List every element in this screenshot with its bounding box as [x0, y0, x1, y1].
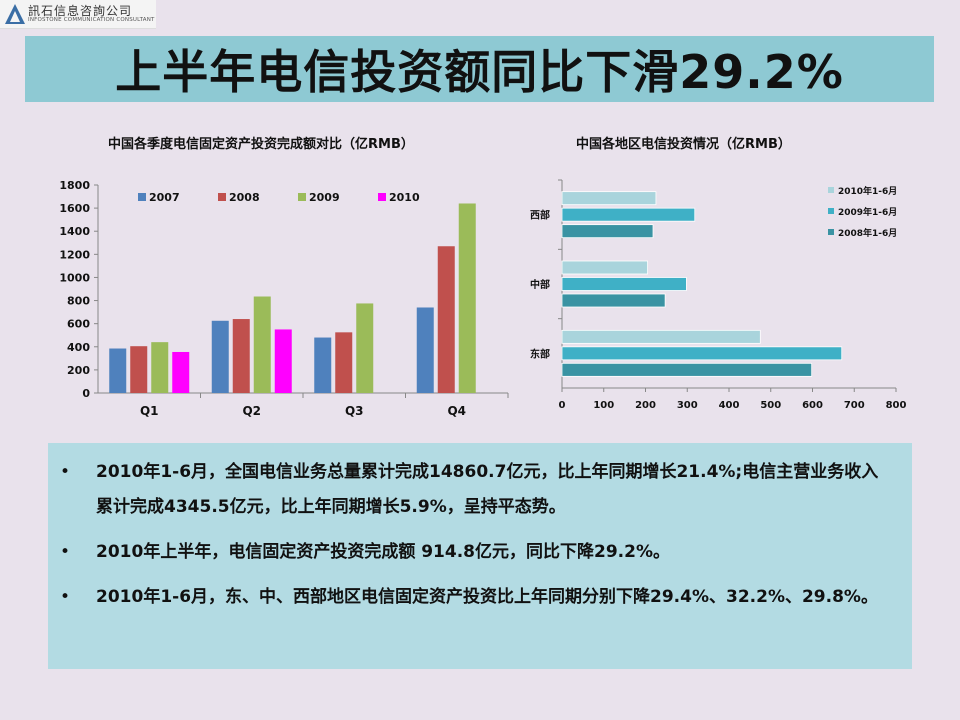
- logo-mark-icon: [5, 4, 25, 24]
- legend-swatch-2008年1-6月: [828, 229, 834, 235]
- bar-2008-Q1: [130, 346, 148, 393]
- bar-2010-Q2: [274, 329, 292, 393]
- x-tick-label: Q1: [140, 404, 159, 418]
- bar-2008年1-6月-西部: [561, 224, 654, 239]
- bar-2010年1-6月-西部: [561, 191, 657, 206]
- bar-2007-Q4: [416, 307, 434, 393]
- x-tick-label: 0: [559, 400, 566, 411]
- bar-2010年1-6月-东部: [561, 329, 761, 344]
- x-tick-label: 500: [760, 400, 781, 411]
- bullet-item: • 2010年上半年，电信固定资产投资完成额 914.8亿元，同比下降29.2%。: [56, 535, 892, 570]
- slide-title-bar: 上半年电信投资额同比下滑29.2%: [25, 36, 934, 102]
- regional-chart-title: 中国各地区电信投资情况（亿RMB）: [576, 137, 791, 152]
- legend-swatch-2010: [378, 193, 386, 201]
- legend-label-2009年1-6月: 2009年1-6月: [838, 206, 897, 218]
- x-tick-label: Q4: [447, 404, 466, 418]
- bar-2009-Q2: [253, 296, 271, 393]
- y-tick-label: 200: [67, 364, 90, 377]
- x-tick-label: 400: [719, 400, 740, 411]
- x-tick-label: 700: [844, 400, 865, 411]
- bar-2007-Q2: [211, 320, 229, 393]
- x-tick-label: Q3: [345, 404, 364, 418]
- bar-2008年1-6月-东部: [561, 362, 813, 377]
- x-tick-label: 100: [593, 400, 614, 411]
- bullet-item: • 2010年1-6月，全国电信业务总量累计完成14860.7亿元，比上年同期增长…: [56, 455, 892, 525]
- quarterly-chart-title: 中国各季度电信固定资产投资完成额对比（亿RMB）: [108, 137, 414, 152]
- y-tick-label: 0: [82, 387, 90, 400]
- bar-2009-Q4: [458, 203, 476, 393]
- bar-2010年1-6月-中部: [561, 260, 648, 275]
- y-tick-label: 400: [67, 341, 90, 354]
- legend-swatch-2009年1-6月: [828, 208, 834, 214]
- y-tick-label: 1200: [59, 248, 90, 261]
- y-tick-label: 600: [67, 318, 90, 331]
- slide-title: 上半年电信投资额同比下滑29.2%: [115, 45, 844, 99]
- quarterly-investment-chart: 0 200 400 600 800 1000 1200 1400 1600 1800 Q1 Q2 Q3 Q…: [59, 179, 509, 418]
- legend-label-2009: 2009: [309, 191, 340, 204]
- legend-label-2010: 2010: [389, 191, 420, 204]
- bar-2007-Q1: [109, 348, 127, 393]
- bullet-item: • 2010年1-6月，东、中、西部地区电信固定资产投资比上年同期分别下降29.4…: [56, 580, 892, 615]
- y-tick-label: 1800: [59, 179, 90, 192]
- y-tick-label: 1600: [59, 202, 90, 215]
- x-tick-label: 800: [886, 400, 907, 411]
- bar-2009年1-6月-西部: [561, 207, 696, 222]
- legend-label-2010年1-6月: 2010年1-6月: [838, 185, 897, 197]
- x-tick-label: 600: [802, 400, 823, 411]
- legend-swatch-2009: [298, 193, 306, 201]
- x-tick-label: Q2: [242, 404, 261, 418]
- legend-swatch-2008: [218, 193, 226, 201]
- bar-2009年1-6月-东部: [561, 346, 843, 361]
- bullet-text: 2010年1-6月，东、中、西部地区电信固定资产投资比上年同期分别下降29.4%…: [96, 587, 878, 607]
- bullet-list: • 2010年1-6月，全国电信业务总量累计完成14860.7亿元，比上年同期增长…: [48, 443, 912, 615]
- bar-2010-Q1: [172, 351, 190, 393]
- y-tick-label: 800: [67, 295, 90, 308]
- bar-2009年1-6月-中部: [561, 277, 687, 291]
- bullet-dot-icon: •: [60, 462, 71, 482]
- bar-2008-Q3: [335, 332, 353, 393]
- y-tick-label: 1000: [59, 271, 90, 284]
- x-tick-label: 200: [635, 400, 656, 411]
- legend-swatch-2007: [138, 193, 146, 201]
- bar-2008-Q4: [437, 246, 455, 393]
- legend-label-2008: 2008: [229, 191, 260, 204]
- bullet-panel: • 2010年1-6月，全国电信业务总量累计完成14860.7亿元，比上年同期增长…: [48, 443, 912, 669]
- bar-2008年1-6月-中部: [561, 293, 666, 308]
- legend-label-2007: 2007: [149, 191, 180, 204]
- bar-2009-Q1: [151, 342, 169, 393]
- bullet-dot-icon: •: [60, 542, 71, 562]
- bar-2007-Q3: [314, 337, 332, 393]
- bullet-dot-icon: •: [60, 587, 71, 607]
- legend-swatch-2010年1-6月: [828, 187, 834, 193]
- bullet-text: 2010年上半年，电信固定资产投资完成额 914.8亿元，同比下降29.2%。: [96, 542, 670, 562]
- y-tick-label: 东部: [530, 347, 550, 360]
- bar-2008-Q2: [232, 319, 250, 393]
- bar-2009-Q3: [356, 303, 374, 393]
- y-tick-label: 西部: [530, 209, 550, 222]
- logo-name-en: INFOSTONE COMMUNICATION CONSULTANT: [28, 17, 155, 23]
- bullet-text: 2010年1-6月，全国电信业务总量累计完成14860.7亿元，比上年同期增长2…: [96, 462, 879, 517]
- y-tick-label: 中部: [530, 278, 550, 291]
- logo-name-cn: 訊石信息咨詢公司: [28, 4, 133, 18]
- y-tick-label: 1400: [59, 225, 90, 238]
- company-logo: 訊石信息咨詢公司 INFOSTONE COMMUNICATION CONSULT…: [0, 0, 156, 29]
- x-tick-label: 300: [677, 400, 698, 411]
- legend-label-2008年1-6月: 2008年1-6月: [838, 227, 897, 239]
